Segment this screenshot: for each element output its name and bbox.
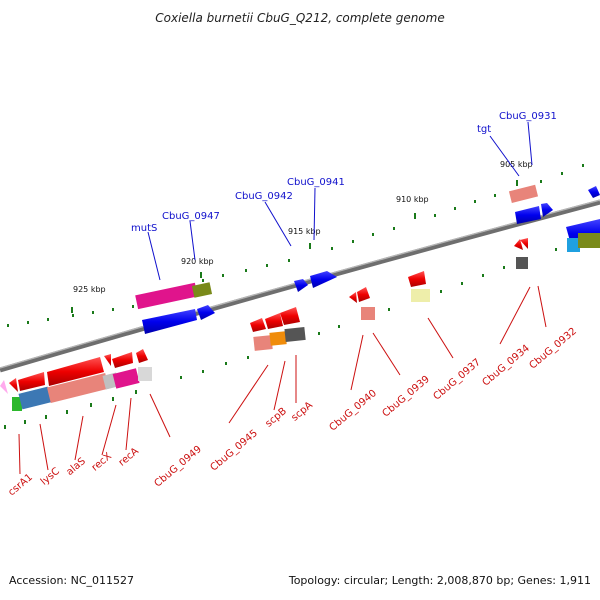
kbp-label-925: 925 kbp	[73, 285, 106, 294]
label-CbuG_0945: CbuG_0945	[209, 428, 260, 474]
gene-lysC	[9, 378, 18, 392]
lower-tick-track	[4, 240, 579, 429]
gene-CbuG_0942	[294, 279, 308, 292]
label-CbuG_0940: CbuG_0940	[328, 388, 379, 434]
label-CbuG_0947: CbuG_0947	[162, 211, 220, 222]
label-CbuG_0937: CbuG_0937	[432, 357, 483, 403]
label-scpB: scpB	[264, 406, 289, 430]
reverse-genes	[0, 238, 528, 394]
label-scpA: scpA	[290, 400, 315, 424]
gene-CbuG_0949	[136, 349, 148, 363]
gene-alaS	[47, 357, 104, 386]
upper-tick-track	[7, 164, 584, 327]
label-csrA1: csrA1	[6, 472, 35, 498]
topology-text: Topology: circular; Length: 2,008,870 bp…	[288, 574, 591, 587]
label-CbuG_0931: CbuG_0931	[499, 111, 557, 122]
leader-lines	[18, 121, 547, 475]
top-labels: CbuG_0931 tgt CbuG_0941 CbuG_0942 CbuG_0…	[131, 111, 557, 234]
label-CbuG_0939: CbuG_0939	[381, 374, 432, 420]
kbp-label-910: 910 kbp	[396, 195, 429, 204]
gene-scpA	[280, 307, 300, 325]
gene-scpB	[265, 313, 283, 329]
accession-text: Accession: NC_011527	[9, 574, 135, 587]
gene-CbuG_0941	[310, 271, 337, 288]
gene-CbuG_0934	[514, 239, 523, 250]
feature-boxes	[12, 184, 600, 411]
label-alaS: alaS	[64, 456, 87, 478]
label-recA: recA	[117, 446, 141, 469]
gene-mutS	[142, 309, 197, 334]
bottom-labels: csrA1 lysC alaS recX recA CbuG_0949 CbuG…	[6, 326, 579, 498]
kbp-label-920: 920 kbp	[181, 257, 214, 266]
label-recX: recX	[90, 451, 114, 474]
label-CbuG_0932: CbuG_0932	[528, 326, 579, 372]
label-CbuG_0934: CbuG_0934	[481, 343, 532, 389]
gene-csrA1	[0, 380, 8, 394]
kbp-label-905: 905 kbp	[500, 160, 533, 169]
gene-recA	[112, 352, 133, 368]
gene-CbuG_0940	[349, 292, 357, 303]
gene-recX	[104, 354, 111, 366]
label-lysC: lysC	[39, 466, 62, 488]
label-mutS: mutS	[131, 223, 157, 234]
label-CbuG_0949: CbuG_0949	[153, 444, 204, 490]
label-tgt: tgt	[477, 124, 491, 135]
gene-CbuG_0937	[408, 271, 426, 287]
gene-tgt	[515, 206, 541, 224]
label-CbuG_0941: CbuG_0941	[287, 177, 345, 188]
label-CbuG_0942: CbuG_0942	[235, 191, 293, 202]
map-title: Coxiella burnetii CbuG_Q212, complete ge…	[155, 11, 444, 25]
gene-CbuG_0931	[588, 186, 600, 198]
kbp-label-915: 915 kbp	[288, 227, 321, 236]
gene-CbuG_0945	[250, 318, 266, 332]
